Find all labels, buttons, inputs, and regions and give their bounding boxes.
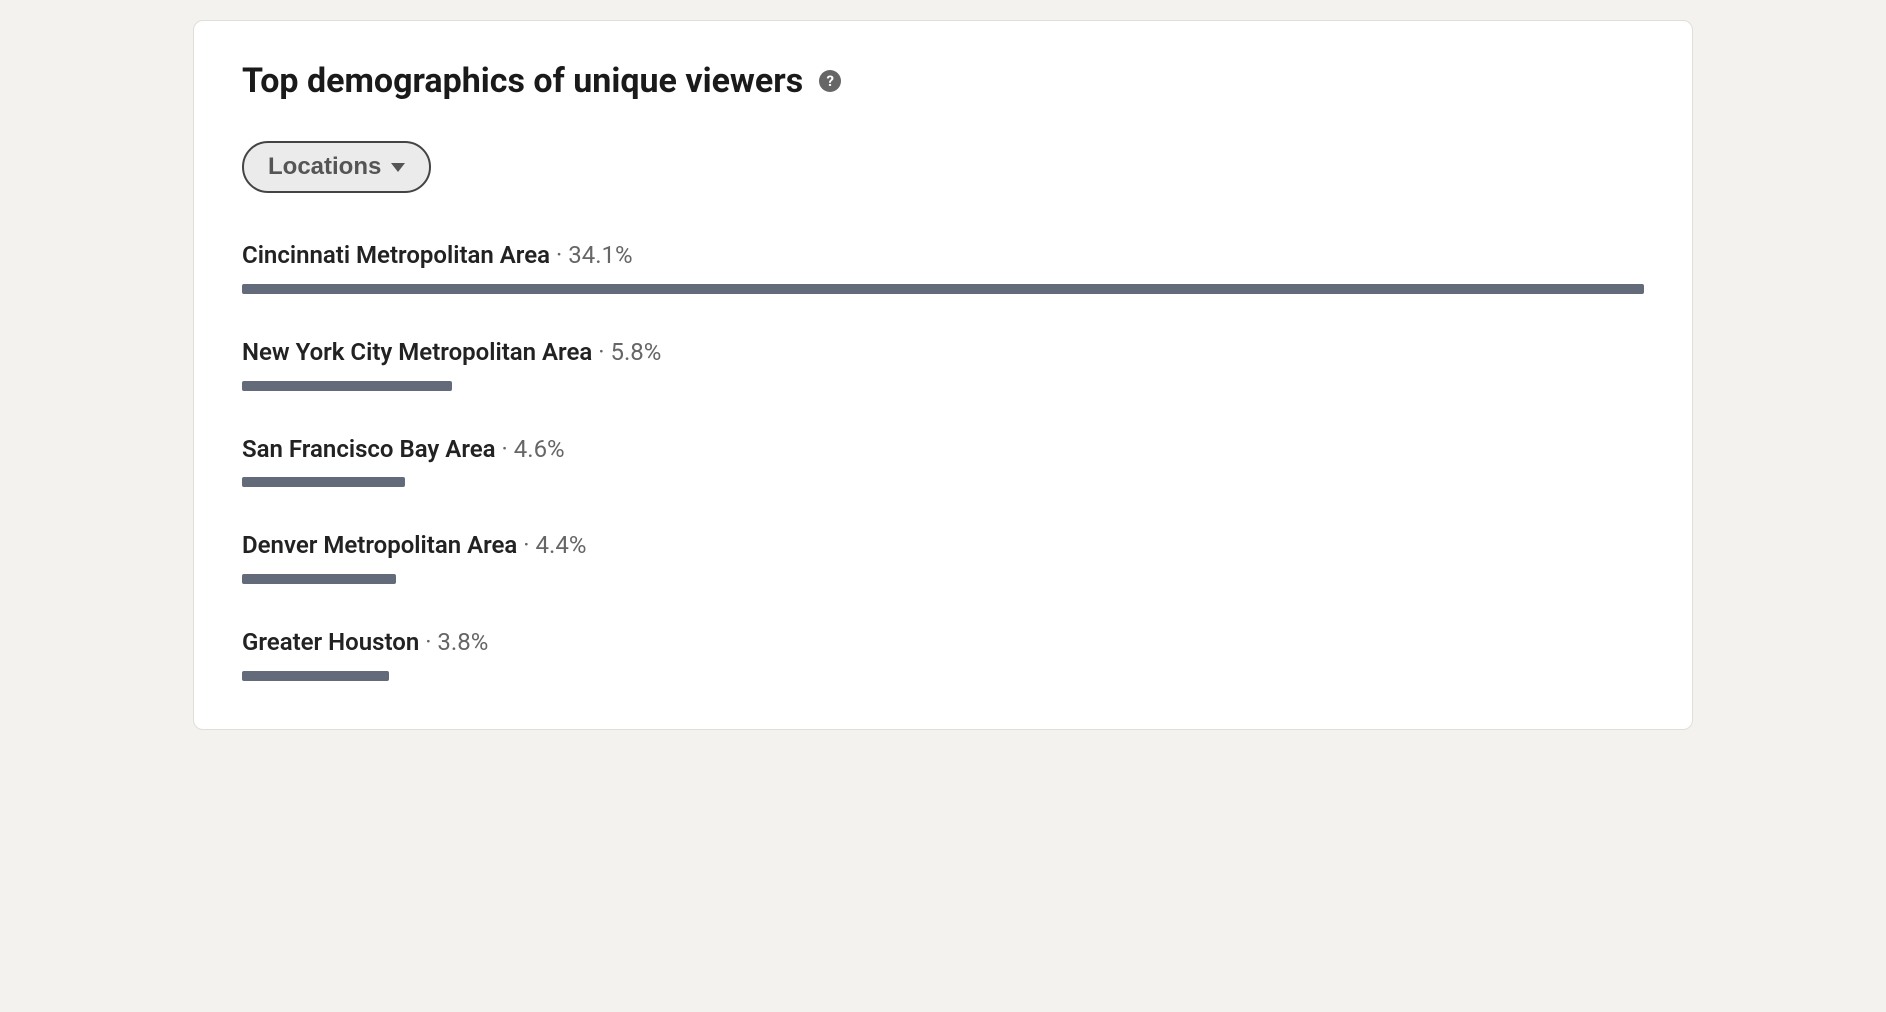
demographics-row: Cincinnati Metropolitan Area · 34.1% xyxy=(242,241,1644,294)
row-percent: 4.6% xyxy=(514,435,565,463)
row-separator: · xyxy=(517,531,535,559)
row-percent: 3.8% xyxy=(437,628,488,656)
row-separator: · xyxy=(496,435,514,463)
row-separator: · xyxy=(419,628,437,656)
demographics-list: Cincinnati Metropolitan Area · 34.1% New … xyxy=(242,241,1644,681)
row-label: San Francisco Bay Area · 4.6% xyxy=(242,435,1644,464)
row-separator: · xyxy=(592,338,610,366)
demographics-row: Denver Metropolitan Area · 4.4% xyxy=(242,531,1644,584)
row-percent: 4.4% xyxy=(536,531,587,559)
demographics-row: New York City Metropolitan Area · 5.8% xyxy=(242,338,1644,391)
bar-fill xyxy=(242,477,405,487)
row-percent: 5.8% xyxy=(610,338,661,366)
row-name: Denver Metropolitan Area xyxy=(242,531,517,559)
bar-fill xyxy=(242,284,1644,294)
filter-label: Locations xyxy=(268,153,381,181)
row-name: Greater Houston xyxy=(242,628,419,656)
bar-fill xyxy=(242,574,396,584)
card-header: Top demographics of unique viewers ? xyxy=(242,61,1644,101)
row-name: San Francisco Bay Area xyxy=(242,435,496,463)
help-icon[interactable]: ? xyxy=(819,70,841,92)
row-separator: · xyxy=(550,241,568,269)
bar-track xyxy=(242,284,1644,294)
bar-fill xyxy=(242,381,452,391)
demographics-row: Greater Houston · 3.8% xyxy=(242,628,1644,681)
row-percent: 34.1% xyxy=(568,241,632,269)
row-name: Cincinnati Metropolitan Area xyxy=(242,241,550,269)
row-label: Greater Houston · 3.8% xyxy=(242,628,1644,657)
row-name: New York City Metropolitan Area xyxy=(242,338,592,366)
caret-down-icon xyxy=(391,163,405,172)
row-label: New York City Metropolitan Area · 5.8% xyxy=(242,338,1644,367)
bar-track xyxy=(242,574,1644,584)
demographics-card: Top demographics of unique viewers ? Loc… xyxy=(193,20,1693,730)
bar-track xyxy=(242,381,1644,391)
row-label: Cincinnati Metropolitan Area · 34.1% xyxy=(242,241,1644,270)
demographics-row: San Francisco Bay Area · 4.6% xyxy=(242,435,1644,488)
bar-track xyxy=(242,477,1644,487)
card-title: Top demographics of unique viewers xyxy=(242,61,803,101)
filter-dropdown[interactable]: Locations xyxy=(242,141,431,193)
row-label: Denver Metropolitan Area · 4.4% xyxy=(242,531,1644,560)
bar-fill xyxy=(242,671,389,681)
bar-track xyxy=(242,671,1644,681)
